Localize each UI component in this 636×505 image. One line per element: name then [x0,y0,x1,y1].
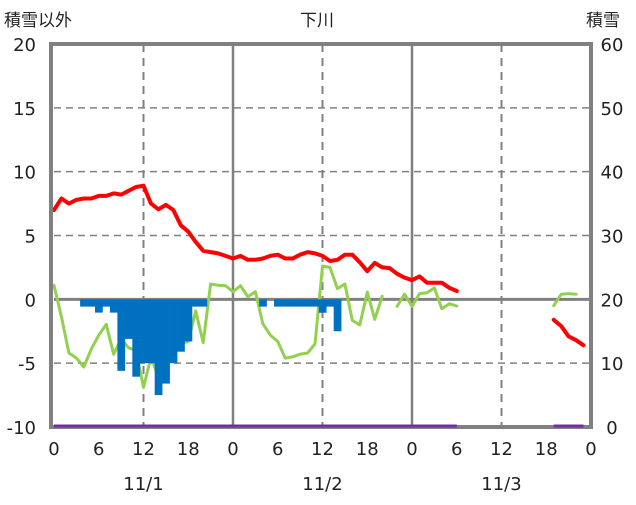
right-tick-label: 40 [601,163,624,184]
bar-blue-bars [288,299,297,307]
x-tick-label: 12 [311,439,334,460]
right-tick-label: 20 [601,290,624,311]
bar-blue-bars [139,299,148,364]
line-green-series [552,292,578,308]
bar-blue-bars [296,299,305,307]
left-tick-label: 15 [13,99,36,120]
bar-blue-bars [311,299,320,307]
chart-title: 下川 [300,11,334,31]
bar-blue-bars [274,299,282,307]
x-tick-label: 18 [535,439,558,460]
left-tick-label: 10 [13,163,36,184]
right-tick-label: 50 [601,99,624,120]
bar-blue-bars [162,299,170,384]
bar-blue-bars [318,299,327,313]
bar-blue-bars [117,299,126,371]
bar-blue-bars [95,299,103,313]
left-tick-label: -5 [18,354,36,375]
date-label: 11/3 [481,474,521,495]
right-axis-label: 積雪 [586,11,620,31]
left-tick-label: -10 [7,418,36,439]
bar-blue-bars [326,299,334,307]
bar-blue-bars [259,299,267,307]
right-tick-label: 10 [601,354,624,375]
bar-blue-bars [281,299,290,307]
left-tick-label: 20 [13,35,36,56]
x-tick-label: 12 [132,439,155,460]
bar-blue-bars [87,299,96,307]
x-tick-label: 6 [93,439,104,460]
x-tick-label: 12 [490,439,513,460]
bar-blue-bars [184,299,193,342]
x-tick-label: 18 [177,439,200,460]
bar-blue-bars [333,299,342,332]
x-tick-label: 0 [585,439,596,460]
x-tick-label: 6 [451,439,462,460]
left-axis-label: 積雪以外 [4,11,72,31]
date-label: 11/1 [123,474,163,495]
right-tick-label: 30 [601,227,624,248]
bar-blue-bars [102,299,111,307]
line-green-series [395,286,459,311]
bar-blue-bars [124,299,133,339]
bar-blue-bars [147,299,155,364]
line-temperature [52,183,459,293]
bar-blue-bars [169,299,178,364]
bar-blue-bars [132,299,141,377]
bar-blue-bars [191,299,200,307]
bar-blue-bars [177,299,185,352]
left-tick-label: 5 [25,227,36,248]
left-tick-label: 0 [25,290,36,311]
x-tick-label: 18 [356,439,379,460]
line-temperature [551,317,586,348]
bar-blue-bars [199,299,208,307]
right-tick-label: 60 [601,35,624,56]
line-green-series [52,264,384,389]
x-tick-label: 0 [48,439,59,460]
x-tick-label: 0 [227,439,238,460]
date-label: 11/2 [302,474,342,495]
right-tick-label: 0 [606,418,617,439]
bar-blue-bars [109,299,118,313]
bar-blue-bars [80,299,88,307]
bar-blue-bars [154,299,163,396]
x-tick-label: 0 [406,439,417,460]
x-tick-label: 6 [272,439,283,460]
bar-blue-bars [303,299,312,307]
